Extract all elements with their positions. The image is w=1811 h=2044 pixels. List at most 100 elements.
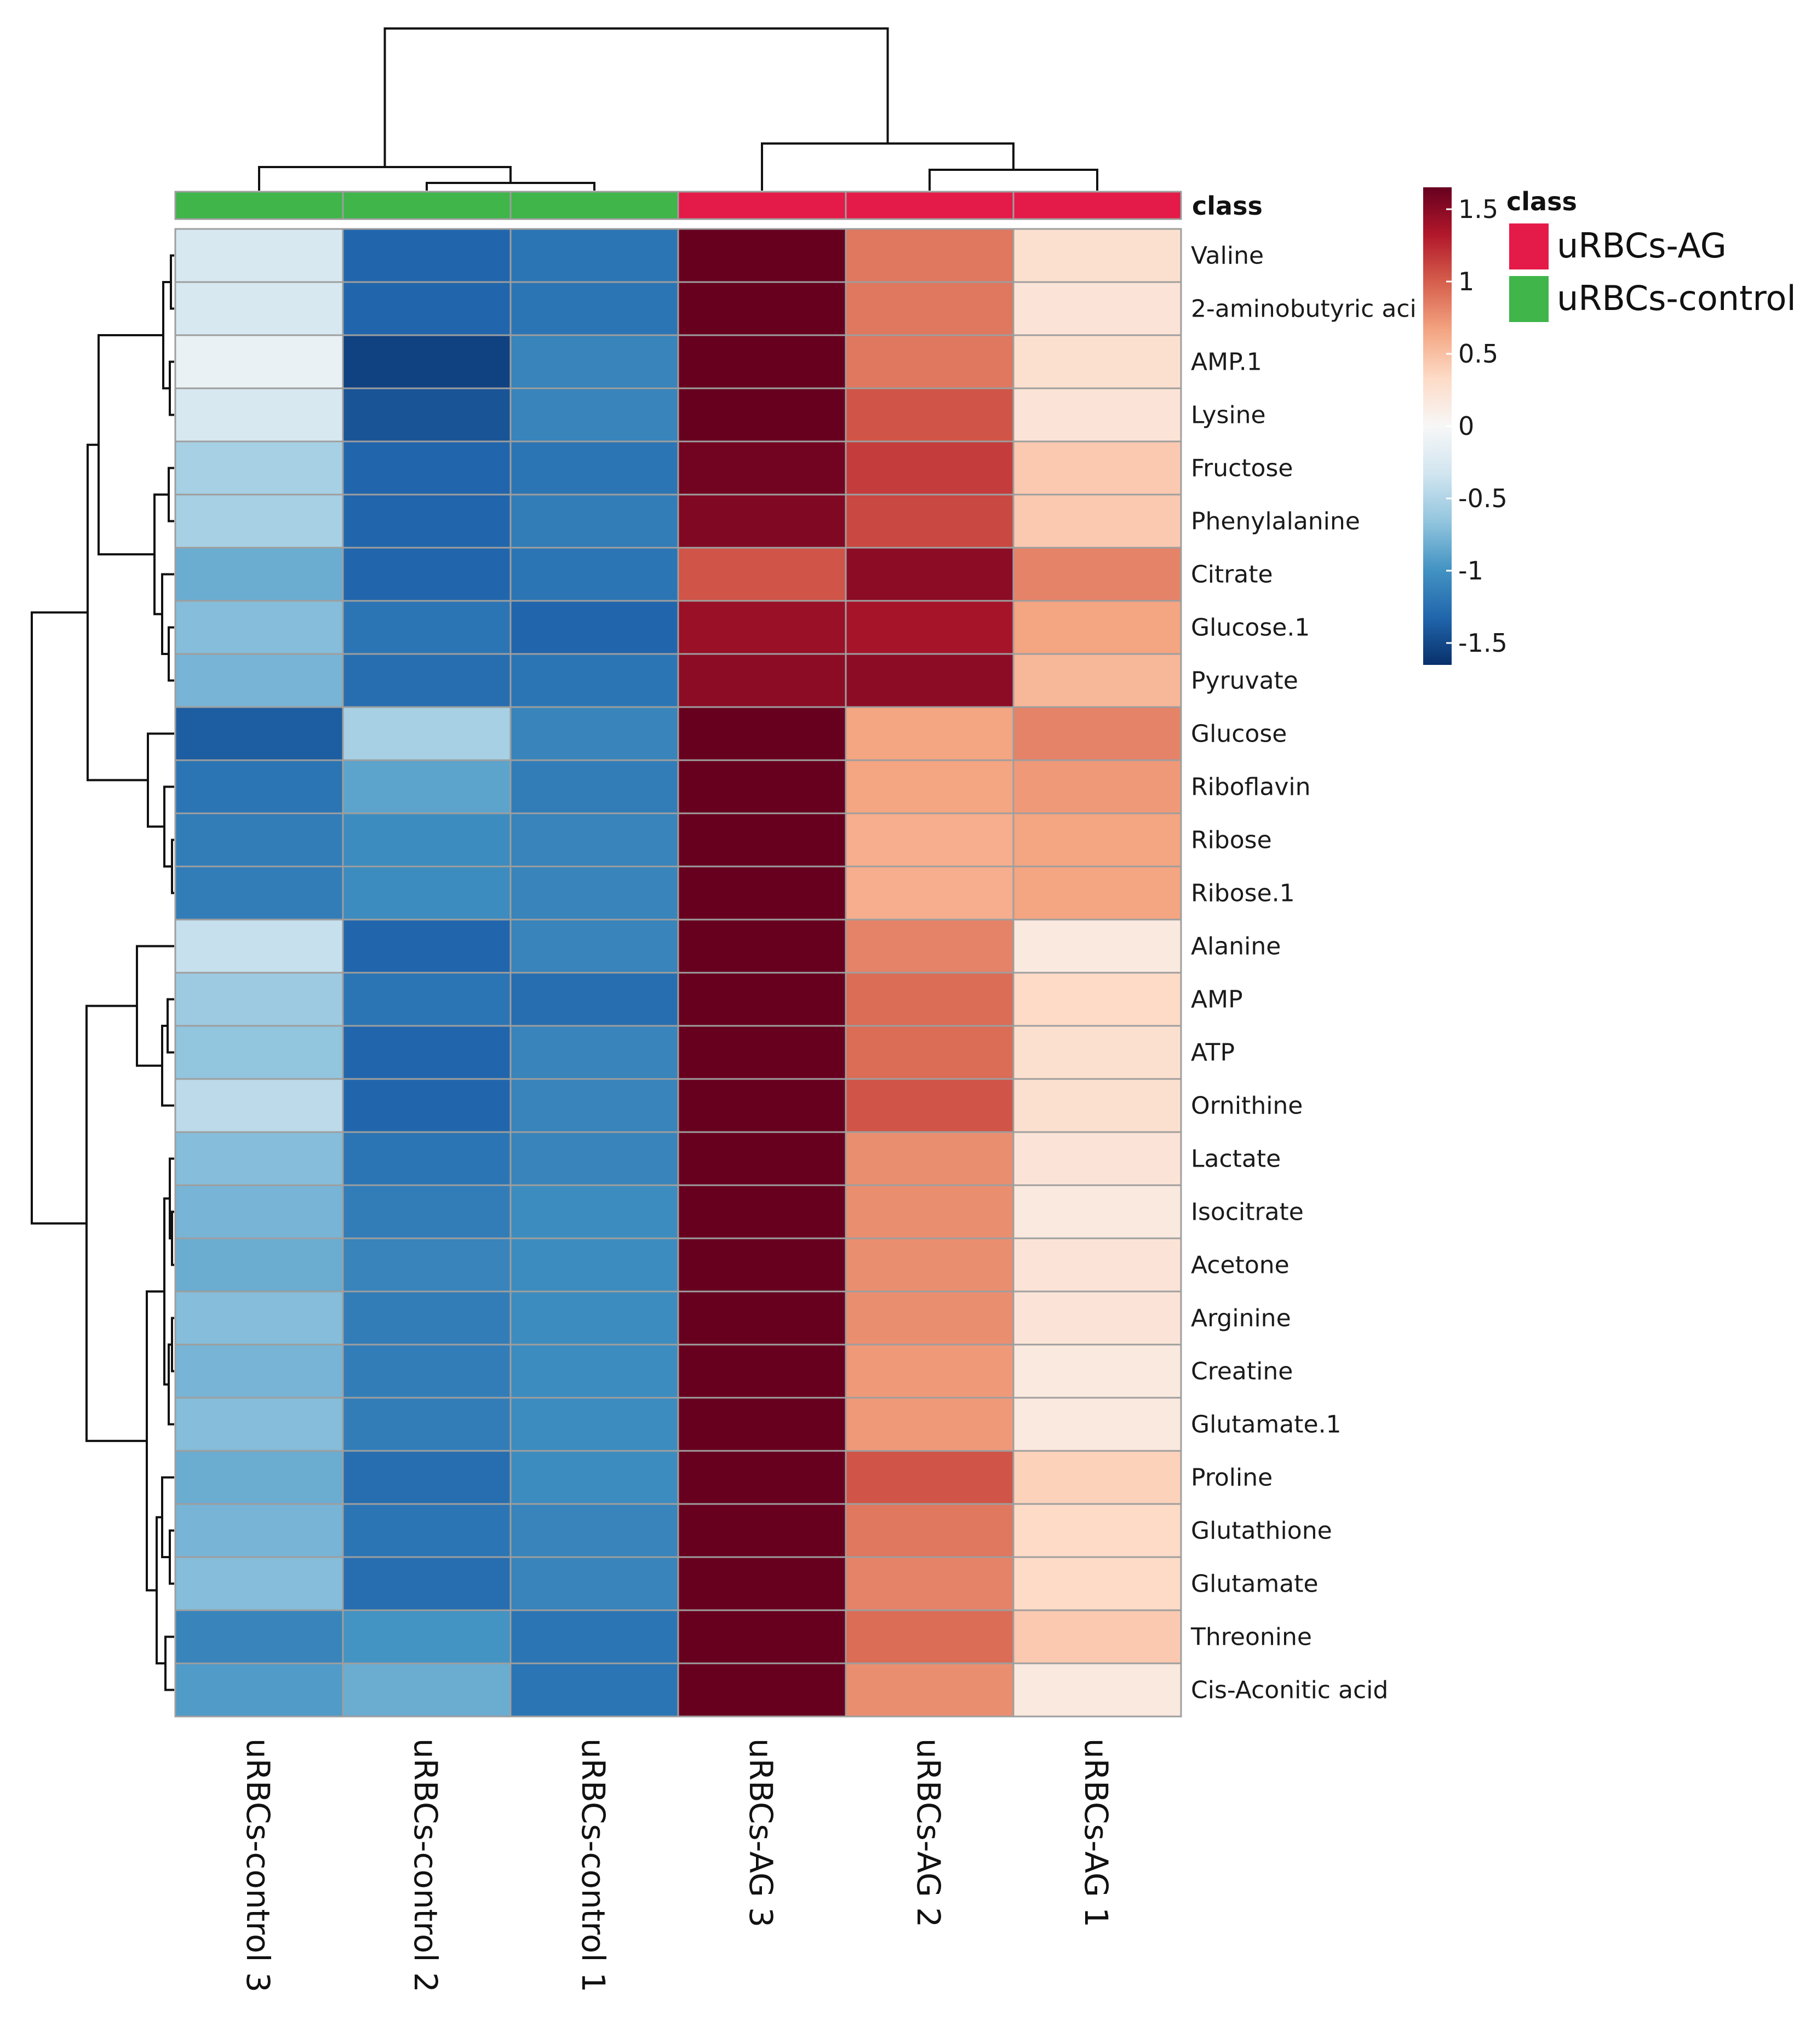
- heatmap-cell: [342, 1343, 512, 1399]
- dendrogram-branch: [147, 732, 174, 828]
- dendrogram-branch: [171, 1210, 174, 1266]
- heatmap-cell: [174, 1609, 344, 1664]
- column-label: uRBCs-AG 1: [1078, 1738, 1115, 1927]
- heatmap-cell: [677, 653, 847, 708]
- heatmap-cell: [845, 1237, 1015, 1293]
- heatmap-cell: [1012, 1290, 1182, 1346]
- heatmap-cell: [1012, 1343, 1182, 1399]
- heatmap-cell: [342, 1503, 512, 1558]
- class-annotation-cell: [845, 191, 1015, 220]
- heatmap-cell: [845, 493, 1015, 549]
- heatmap-cell: [1012, 1025, 1182, 1080]
- heatmap-cell: [1012, 972, 1182, 1027]
- column-dendrogram: [258, 27, 1098, 191]
- heatmap-cell: [342, 1025, 512, 1080]
- heatmap-cell: [1012, 600, 1182, 655]
- heatmap-cell: [509, 706, 679, 761]
- row-label: Riboflavin: [1191, 773, 1310, 801]
- heatmap-cell: [1012, 440, 1182, 496]
- heatmap-cell: [845, 918, 1015, 974]
- heatmap-cell: [677, 1025, 847, 1080]
- heatmap-cell: [845, 1025, 1015, 1080]
- heatmap-cell: [1012, 759, 1182, 814]
- heatmap-cell: [677, 706, 847, 761]
- color-scale-tick-label: 0: [1458, 411, 1474, 441]
- heatmap-cell: [509, 1609, 679, 1664]
- column-label: uRBCs-control 2: [407, 1738, 444, 1993]
- heatmap-cell: [845, 440, 1015, 496]
- heatmap-cell: [1012, 547, 1182, 602]
- color-scale-tick-label: -0.5: [1458, 484, 1508, 513]
- heatmap-cell: [845, 1290, 1015, 1346]
- heatmap-cell: [174, 918, 344, 974]
- heatmap-cell: [174, 1343, 344, 1399]
- row-label: Threonine: [1190, 1623, 1312, 1651]
- heatmap-cell: [677, 759, 847, 814]
- dendrogram-branch: [87, 444, 148, 782]
- heatmap-cell: [509, 1556, 679, 1611]
- heatmap-cell: [342, 387, 512, 443]
- heatmap-cell: [845, 1556, 1015, 1611]
- class-annotation-cell: [342, 191, 512, 220]
- column-label: uRBCs-AG 3: [742, 1738, 780, 1927]
- heatmap-cell: [174, 1184, 344, 1239]
- row-label: Lysine: [1191, 401, 1266, 429]
- heatmap-cell: [509, 1397, 679, 1452]
- heatmap-cell: [342, 1078, 512, 1133]
- heatmap-cell: [342, 600, 512, 655]
- heatmap-cell: [845, 1503, 1015, 1558]
- heatmap-cell: [509, 281, 679, 336]
- heatmap-cell: [845, 228, 1015, 283]
- column-label: uRBCs-control 3: [239, 1738, 277, 1993]
- color-scale-tick-label: 1: [1458, 267, 1474, 296]
- row-label: Valine: [1191, 242, 1264, 270]
- heatmap-cell: [174, 972, 344, 1027]
- dendrogram-branch: [171, 839, 174, 894]
- heatmap-cell: [677, 493, 847, 549]
- dendrogram-branch: [85, 1004, 147, 1442]
- heatmap-cell: [174, 1025, 344, 1080]
- heatmap-cell: [342, 1397, 512, 1452]
- heatmap-cell: [509, 334, 679, 389]
- legend-item-label: uRBCs-control: [1557, 278, 1796, 318]
- heatmap-cell: [509, 865, 679, 921]
- heatmap-cell: [845, 1662, 1015, 1718]
- heatmap-cell: [1012, 1662, 1182, 1718]
- row-label: Acetone: [1191, 1251, 1290, 1279]
- heatmap-cell: [677, 600, 847, 655]
- heatmap-cell: [1012, 493, 1182, 549]
- heatmap-cell: [509, 1025, 679, 1080]
- dendrogram-branch: [171, 1317, 174, 1373]
- color-scale-bar: 1.5 1 0.5 0 -0.5 -1 -1.5: [1423, 187, 1508, 665]
- column-label: uRBCs-AG 2: [910, 1738, 947, 1927]
- heatmap-cell: [509, 1131, 679, 1186]
- heatmap-cell: [677, 1290, 847, 1346]
- heatmap-cell: [342, 440, 512, 496]
- heatmap-cell: [509, 972, 679, 1027]
- legend-swatch: [1509, 276, 1549, 322]
- heatmap-cell: [1012, 1237, 1182, 1293]
- heatmap-cell: [845, 1343, 1015, 1399]
- dendrogram-branch: [383, 27, 889, 167]
- heatmap-cell: [845, 1131, 1015, 1186]
- row-label: Glutamate: [1191, 1570, 1319, 1598]
- legend-swatch: [1509, 223, 1549, 269]
- heatmap-cell: [174, 865, 344, 921]
- heatmap-cell: [677, 1556, 847, 1611]
- heatmap-cell: [174, 600, 344, 655]
- heatmap-cell: [845, 972, 1015, 1027]
- row-label: Glucose.1: [1191, 614, 1310, 642]
- heatmap-cell: [509, 1343, 679, 1399]
- heatmap-cell: [845, 600, 1015, 655]
- heatmap-cell: [174, 653, 344, 708]
- dendrogram-branch: [31, 611, 88, 1225]
- heatmap-cell: [342, 759, 512, 814]
- heatmap-cell: [1012, 1609, 1182, 1664]
- heatmap-cell: [845, 1609, 1015, 1664]
- heatmap-cell: [677, 228, 847, 283]
- heatmap-cell: [174, 440, 344, 496]
- heatmap-cell: [677, 918, 847, 974]
- heatmap-cell: [677, 1450, 847, 1505]
- row-label: Cis-Aconitic acid: [1191, 1676, 1388, 1704]
